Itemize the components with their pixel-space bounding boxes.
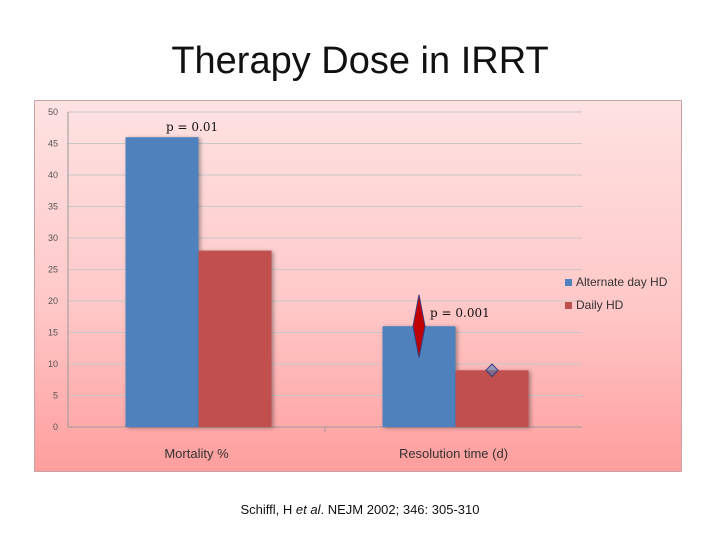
p-value-annotation: p = 0.01: [166, 120, 218, 134]
y-tick-label: 15: [48, 328, 58, 338]
legend-label: Daily HD: [576, 298, 624, 312]
y-tick-label: 50: [48, 107, 58, 117]
citation-author: Schiffl, H: [241, 502, 293, 517]
y-tick-label: 5: [53, 391, 58, 401]
bar-chart: 0 5 10 15 20 25 30 35 40 45 50 Mortality % Resolutio…: [35, 101, 683, 473]
citation-etal: et al: [296, 502, 321, 517]
x-category-label: Mortality %: [164, 446, 229, 461]
y-tick-label: 30: [48, 233, 58, 243]
legend-label: Alternate day HD: [576, 275, 668, 289]
y-tick-label: 45: [48, 139, 58, 149]
y-tick-label: 25: [48, 265, 58, 275]
bar-daily-hd-0: [199, 251, 272, 427]
p-value-annotation: p = 0.001: [430, 306, 490, 320]
y-tick-label: 20: [48, 296, 58, 306]
legend-swatch: [565, 279, 572, 286]
chart-panel: 0 5 10 15 20 25 30 35 40 45 50 Mortality % Resolutio…: [34, 100, 682, 472]
x-category-label: Resolution time (d): [399, 446, 508, 461]
y-tick-label: 35: [48, 202, 58, 212]
citation: Schiffl, H et al. NEJM 2002; 346: 305-31…: [0, 502, 720, 517]
citation-source: . NEJM 2002; 346: 305-310: [320, 502, 479, 517]
y-tick-label: 40: [48, 170, 58, 180]
bar-daily-hd-1: [456, 370, 529, 427]
bar-alternate-day-hd-0: [126, 137, 199, 427]
y-tick-label: 0: [53, 422, 58, 432]
y-tick-label: 10: [48, 359, 58, 369]
legend-swatch: [565, 302, 572, 309]
slide-title: Therapy Dose in IRRT: [0, 40, 720, 83]
